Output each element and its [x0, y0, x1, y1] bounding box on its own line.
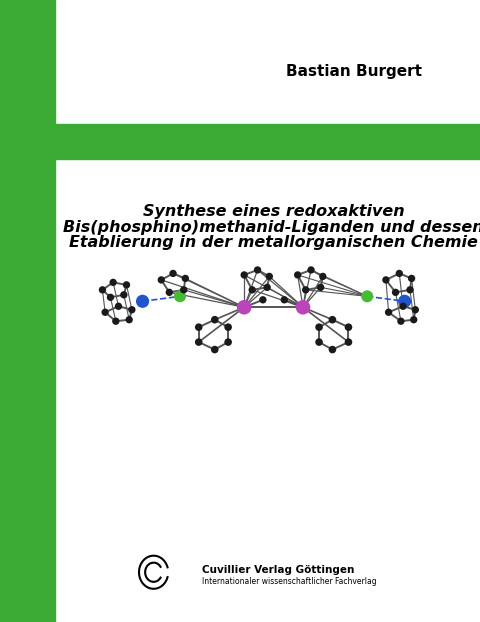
Point — [345, 337, 352, 347]
Point — [107, 292, 114, 302]
Point — [211, 315, 218, 325]
Point — [98, 285, 106, 295]
Point — [408, 274, 415, 284]
Point — [120, 290, 128, 300]
Point — [125, 315, 133, 325]
Point — [265, 271, 273, 281]
Point — [410, 315, 418, 325]
Point — [128, 305, 136, 315]
Point — [392, 287, 399, 297]
Point — [302, 285, 310, 295]
Point — [345, 322, 352, 332]
Point — [240, 270, 248, 280]
Point — [166, 287, 173, 297]
Point — [139, 296, 146, 306]
Point — [101, 307, 109, 317]
Point — [109, 277, 117, 287]
Point — [317, 282, 324, 292]
Point — [254, 265, 262, 275]
Point — [315, 337, 323, 347]
Point — [396, 269, 403, 279]
Point — [224, 337, 232, 347]
Point — [382, 275, 390, 285]
Point — [299, 302, 307, 312]
Point — [181, 274, 189, 284]
Text: Internationaler wissenschaftlicher Fachverlag: Internationaler wissenschaftlicher Fachv… — [202, 577, 376, 586]
Point — [385, 307, 393, 317]
Point — [112, 316, 120, 326]
Point — [169, 269, 177, 279]
Point — [280, 295, 288, 305]
Point — [406, 285, 414, 295]
Text: Cuvillier Verlag Göttingen: Cuvillier Verlag Göttingen — [202, 565, 354, 575]
Point — [195, 322, 203, 332]
Point — [319, 271, 327, 281]
Point — [211, 345, 218, 355]
Point — [157, 275, 165, 285]
Point — [240, 302, 248, 312]
Point — [399, 301, 407, 311]
Point — [259, 295, 267, 305]
Point — [307, 265, 315, 275]
Text: Bastian Burgert: Bastian Burgert — [287, 64, 422, 79]
Point — [176, 291, 184, 301]
Text: Etablierung in der metallorganischen Chemie: Etablierung in der metallorganischen Che… — [69, 235, 478, 250]
Point — [329, 315, 336, 325]
Point — [363, 291, 371, 301]
Text: Synthese eines redoxaktiven: Synthese eines redoxaktiven — [143, 204, 405, 219]
Point — [123, 280, 131, 290]
Point — [315, 322, 323, 332]
Point — [115, 301, 122, 311]
Point — [397, 316, 405, 326]
Point — [401, 296, 408, 306]
Point — [248, 285, 256, 295]
Text: Bis(phosphino)methanid-Liganden und dessen: Bis(phosphino)methanid-Liganden und dess… — [63, 220, 480, 234]
Point — [264, 282, 271, 292]
Point — [224, 322, 232, 332]
Point — [195, 337, 203, 347]
Point — [294, 270, 301, 280]
Point — [411, 305, 419, 315]
Point — [180, 285, 188, 295]
Point — [329, 345, 336, 355]
